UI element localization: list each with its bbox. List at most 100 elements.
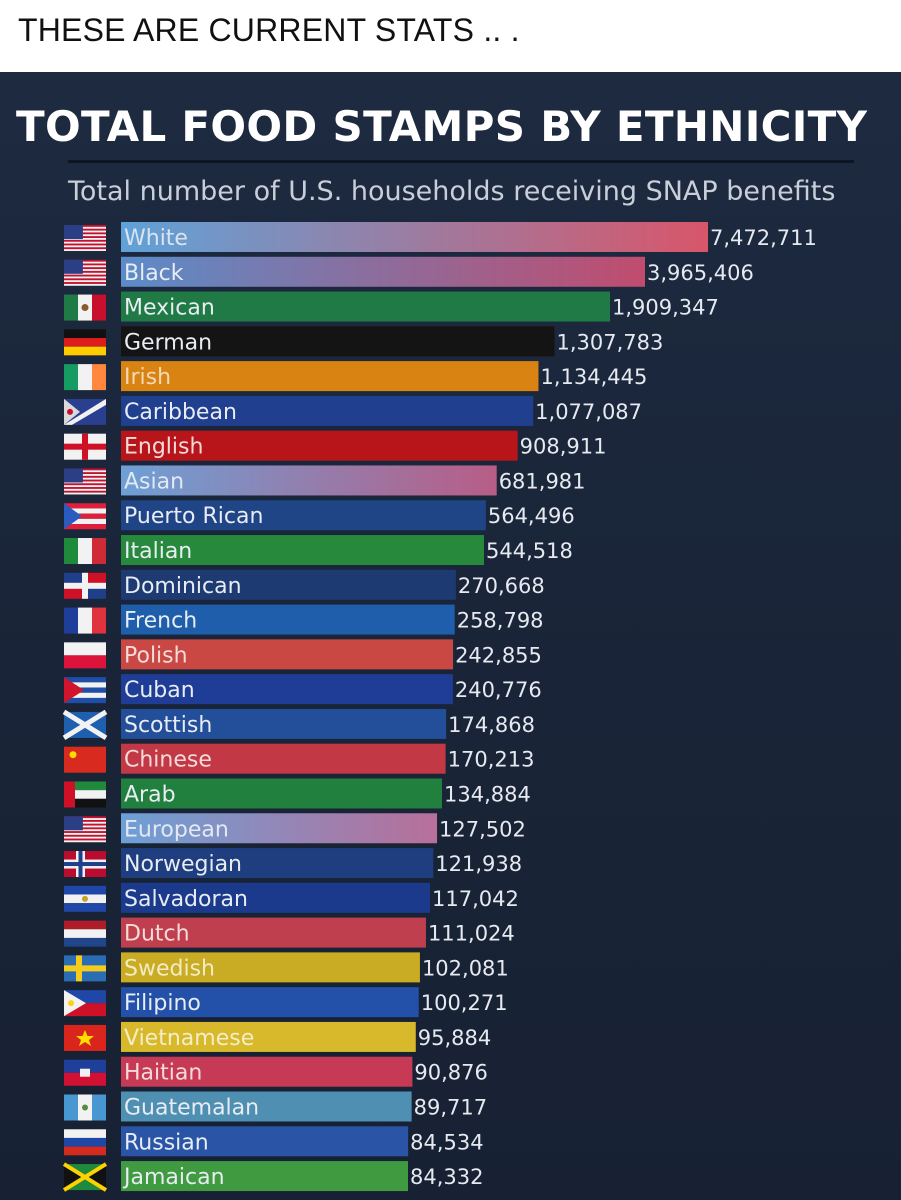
category-label-english: English — [124, 435, 203, 460]
category-label-vietnamese: Vietnamese — [124, 1026, 254, 1051]
value-label-asian: 681,981 — [499, 469, 586, 493]
flag-haiti-icon — [64, 1059, 106, 1086]
flag-cuba-icon — [64, 677, 106, 704]
value-label-european: 127,502 — [439, 817, 526, 841]
bar-guatemalan — [121, 1091, 412, 1122]
flag-mexico-icon — [64, 294, 106, 321]
post-caption: THESE ARE CURRENT STATS .. . — [18, 12, 520, 48]
flag-jamaica-icon — [62, 1162, 108, 1192]
category-label-black: Black — [124, 261, 184, 286]
flag-vietnam-icon — [64, 1024, 106, 1051]
flag-guatemala-icon — [64, 1094, 106, 1121]
value-label-arab: 134,884 — [444, 782, 531, 806]
bar-german — [121, 326, 555, 357]
bar-norwegian — [121, 848, 434, 879]
bar-vietnamese — [121, 1021, 416, 1052]
flag-france-icon — [64, 607, 106, 634]
title-divider — [68, 160, 854, 163]
value-label-salvadoran: 117,042 — [432, 887, 519, 911]
value-label-mexican: 1,909,347 — [612, 296, 719, 320]
category-label-guatemalan: Guatemalan — [124, 1096, 259, 1121]
category-label-norwegian: Norwegian — [124, 852, 242, 877]
flag-norway-icon — [64, 851, 106, 878]
bar-arab — [121, 778, 442, 809]
category-label-irish: Irish — [124, 365, 171, 390]
value-label-russian: 84,534 — [410, 1130, 483, 1154]
category-label-white: White — [124, 226, 188, 251]
category-label-polish: Polish — [124, 643, 188, 668]
category-label-jamaican: Jamaican — [122, 1165, 225, 1190]
flag-el-salvador-icon — [64, 885, 106, 912]
bar-cuban — [121, 674, 453, 705]
value-label-cuban: 240,776 — [455, 678, 542, 702]
flag-usa-icon — [64, 816, 106, 843]
value-label-dutch: 111,024 — [428, 922, 515, 946]
value-label-german: 1,307,783 — [556, 330, 663, 354]
bar-jamaican — [121, 1161, 408, 1192]
bar-salvadoran — [121, 882, 430, 913]
value-label-polish: 242,855 — [455, 643, 542, 667]
flag-germany-icon — [64, 329, 106, 356]
category-label-puerto-rican: Puerto Rican — [124, 504, 263, 529]
bar-puerto-rican — [121, 500, 486, 531]
bar-asian — [121, 465, 497, 496]
category-label-arab: Arab — [124, 782, 176, 807]
category-label-italian: Italian — [124, 539, 192, 564]
bar-european — [121, 813, 438, 844]
value-label-dominican: 270,668 — [458, 574, 545, 598]
bar-scottish — [121, 708, 447, 739]
bar-filipino — [121, 987, 419, 1018]
value-label-white: 7,472,711 — [710, 226, 817, 250]
value-label-haitian: 90,876 — [414, 1061, 487, 1085]
bar-chinese — [121, 743, 446, 774]
bar-dominican — [121, 569, 456, 600]
category-label-salvadoran: Salvadoran — [124, 887, 248, 912]
category-label-dominican: Dominican — [124, 574, 242, 599]
chart-title: TOTAL FOOD STAMPS BY ETHNICITY — [16, 102, 868, 151]
category-label-chinese: Chinese — [124, 748, 212, 773]
category-label-asian: Asian — [124, 469, 184, 494]
bar-mexican — [121, 291, 610, 322]
value-label-vietnamese: 95,884 — [418, 1026, 491, 1050]
chart-subtitle: Total number of U.S. households receivin… — [68, 176, 836, 207]
flag-usa-icon — [64, 259, 106, 286]
bar-swedish — [121, 952, 420, 983]
value-label-norwegian: 121,938 — [435, 852, 522, 876]
category-label-filipino: Filipino — [124, 991, 201, 1016]
bar-caribbean — [121, 395, 534, 426]
bar-dutch — [121, 917, 426, 948]
flag-sweden-icon — [64, 955, 106, 982]
value-label-italian: 544,518 — [486, 539, 573, 563]
value-label-scottish: 174,868 — [448, 713, 535, 737]
value-label-guatemalan: 89,717 — [414, 1096, 487, 1120]
category-label-russian: Russian — [124, 1130, 209, 1155]
value-label-english: 908,911 — [520, 435, 607, 459]
category-label-mexican: Mexican — [124, 296, 215, 321]
infographic: TOTAL FOOD STAMPS BY ETHNICITY Total num… — [0, 72, 901, 1200]
category-label-haitian: Haitian — [124, 1061, 202, 1086]
bar-chart: White 7,472,711 Black 3,965,406 Mexican 1,909… — [62, 222, 817, 1192]
category-label-german: German — [124, 330, 212, 355]
flag-caribbean-icon — [64, 398, 106, 425]
flag-italy-icon — [64, 538, 106, 565]
category-label-european: European — [124, 817, 229, 842]
value-label-irish: 1,134,445 — [540, 365, 647, 389]
category-label-scottish: Scottish — [124, 713, 212, 738]
value-label-swedish: 102,081 — [422, 956, 509, 980]
value-label-puerto-rican: 564,496 — [488, 504, 575, 528]
bar-irish — [121, 361, 539, 392]
flag-usa-icon — [64, 468, 106, 495]
category-label-caribbean: Caribbean — [124, 400, 237, 425]
bar-white — [121, 222, 708, 252]
flag-dominican-republic-icon — [64, 572, 106, 599]
bar-haitian — [121, 1056, 413, 1087]
flag-ireland-icon — [64, 364, 106, 391]
category-label-dutch: Dutch — [124, 922, 190, 947]
flag-uae-icon — [64, 781, 106, 808]
bar-french — [121, 604, 455, 635]
flag-russia-icon — [64, 1129, 106, 1156]
flag-england-icon — [64, 433, 106, 460]
value-label-black: 3,965,406 — [647, 261, 754, 285]
flag-scotland-icon — [62, 709, 108, 741]
value-label-french: 258,798 — [457, 609, 544, 633]
